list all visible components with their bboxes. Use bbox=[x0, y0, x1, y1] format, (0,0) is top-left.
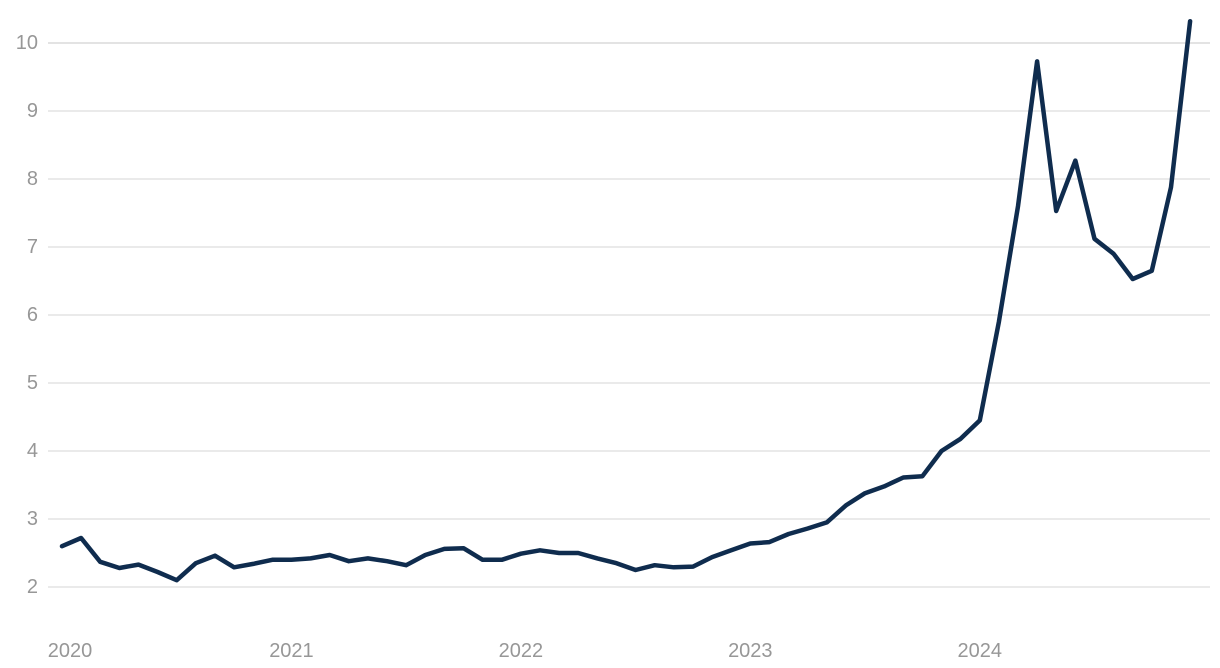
y-axis-tick-label: 5 bbox=[27, 372, 38, 394]
x-axis-tick-label: 2024 bbox=[958, 640, 1003, 662]
y-axis-tick-label: 2 bbox=[27, 576, 38, 598]
y-axis-tick-labels: 2 3 4 5 6 7 8 9 10 bbox=[16, 32, 38, 598]
data-series-line bbox=[59, 18, 1193, 583]
x-axis-tick-label: 2022 bbox=[499, 640, 544, 662]
x-axis-tick-label: 2023 bbox=[728, 640, 773, 662]
y-axis-tick-label: 6 bbox=[27, 304, 38, 326]
y-axis-tick-label: 4 bbox=[27, 440, 38, 462]
y-axis-tick-label: 9 bbox=[27, 100, 38, 122]
x-axis-tick-label: 2021 bbox=[269, 640, 314, 662]
y-axis-tick-label: 3 bbox=[27, 508, 38, 530]
y-axis-tick-label: 10 bbox=[16, 32, 38, 54]
x-axis-tick-labels: 2020 2021 2022 2023 2024 bbox=[48, 640, 1002, 662]
y-axis-tick-label: 8 bbox=[27, 168, 38, 190]
gridlines-group bbox=[48, 42, 1210, 588]
data-series-group bbox=[59, 18, 1193, 583]
y-axis-tick-label: 7 bbox=[27, 236, 38, 258]
x-axis-tick-label: 2020 bbox=[48, 640, 93, 662]
